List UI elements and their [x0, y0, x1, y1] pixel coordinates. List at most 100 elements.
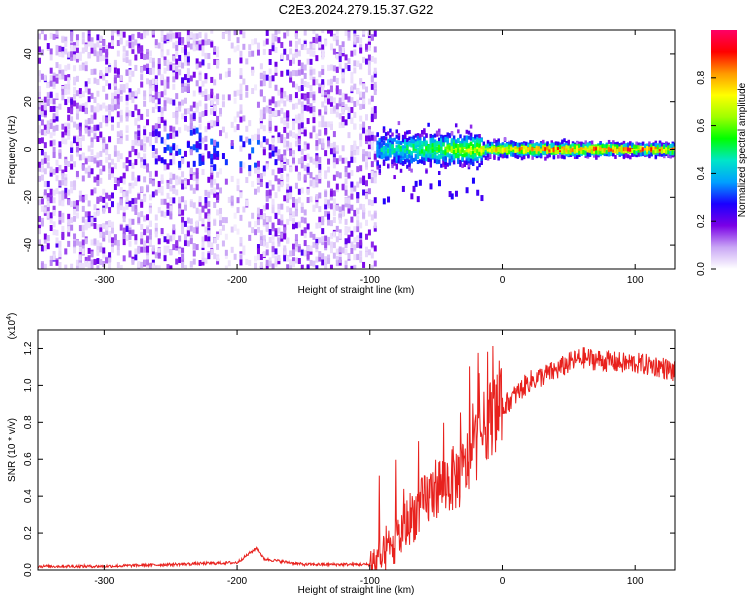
heatmap-cell	[457, 160, 460, 165]
heatmap-cell	[210, 166, 214, 173]
heatmap-cell	[592, 153, 596, 158]
heatmap-cell	[277, 37, 281, 44]
heatmap-cell	[280, 158, 284, 165]
heatmap-cell	[52, 205, 56, 212]
heatmap-cell	[105, 93, 109, 100]
heatmap-cell	[163, 100, 167, 107]
heatmap-cell	[67, 160, 71, 167]
heatmap-cell	[268, 152, 272, 159]
heatmap-cell	[294, 140, 298, 147]
heatmap-cell	[73, 233, 77, 240]
heatmap-cell	[239, 237, 243, 244]
heatmap-cell	[110, 40, 114, 47]
heatmap-cell	[425, 147, 428, 152]
heatmap-cell	[78, 247, 82, 254]
heatmap-cell	[423, 157, 426, 162]
heatmap-cell	[467, 135, 471, 140]
heatmap-cell	[429, 154, 432, 159]
heatmap-cell	[189, 218, 193, 225]
heatmap-cell	[271, 207, 275, 214]
heatmap-cell	[344, 260, 348, 267]
heatmap-cell	[578, 148, 581, 153]
heatmap-cell	[230, 195, 234, 202]
heatmap-cell	[359, 140, 363, 147]
heatmap-cell	[280, 107, 284, 114]
heatmap-cell	[113, 184, 117, 191]
heatmap-cell	[423, 130, 426, 135]
heatmap-cell	[227, 35, 231, 42]
heatmap-cell	[227, 30, 231, 37]
heatmap-cell	[283, 91, 287, 98]
heatmap-cell	[362, 155, 366, 162]
heatmap-cell	[119, 204, 123, 211]
heatmap-cell	[423, 149, 426, 154]
heatmap-cell	[452, 142, 456, 147]
heatmap-cell	[102, 165, 106, 172]
heatmap-cell	[183, 220, 187, 227]
heatmap-cell	[658, 143, 662, 148]
heatmap-cell	[289, 250, 293, 257]
heatmap-cell	[216, 46, 220, 53]
heatmap-cell	[364, 193, 368, 200]
heatmap-cell	[239, 116, 243, 123]
heatmap-cell	[478, 149, 481, 154]
heatmap-cell	[93, 133, 97, 140]
heatmap-cell	[356, 235, 360, 242]
heatmap-cell	[224, 132, 228, 139]
heatmap-cell	[102, 102, 106, 109]
heatmap-cell	[614, 146, 617, 151]
heatmap-cell	[478, 136, 481, 141]
heatmap-cell	[67, 77, 71, 84]
heatmap-cell	[283, 227, 287, 234]
heatmap-cell	[195, 58, 199, 65]
heatmap-cell	[122, 52, 126, 59]
heatmap-cell	[463, 153, 466, 158]
heatmap-cell	[183, 180, 187, 187]
heatmap-cell	[67, 226, 71, 233]
heatmap-cell	[204, 34, 208, 41]
heatmap-cell	[186, 56, 190, 63]
heatmap-cell	[650, 147, 653, 152]
heatmap-cell	[201, 259, 205, 266]
heatmap-cell	[344, 185, 348, 192]
heatmap-cell	[128, 233, 132, 240]
heatmap-cell	[488, 141, 492, 146]
heatmap-cell	[151, 245, 155, 252]
heatmap-cell	[146, 265, 150, 269]
heatmap-cell	[201, 241, 205, 248]
heatmap-cell	[286, 122, 290, 129]
heatmap-cell	[239, 104, 243, 111]
heatmap-cell	[204, 257, 208, 264]
heatmap-cell	[376, 162, 379, 167]
heatmap-cell	[522, 145, 526, 150]
heatmap-cell	[420, 159, 424, 164]
heatmap-cell	[116, 30, 120, 35]
heatmap-cell	[186, 179, 190, 186]
heatmap-cell	[181, 247, 185, 254]
heatmap-cell	[539, 153, 543, 158]
heatmap-cell	[586, 152, 590, 157]
heatmap-cell	[201, 158, 205, 165]
heatmap-cell	[148, 132, 152, 139]
heatmap-cell	[469, 158, 473, 163]
heatmap-cell	[90, 37, 94, 44]
heatmap-cell	[84, 65, 88, 72]
heatmap-cell	[43, 207, 47, 214]
heatmap-cell	[46, 193, 50, 200]
heatmap-cell	[401, 160, 405, 165]
heatmap-cell	[482, 148, 486, 153]
heatmap-cell	[393, 137, 396, 142]
heatmap-cell	[309, 248, 313, 255]
heatmap-cell	[224, 30, 228, 34]
heatmap-cell	[87, 211, 91, 218]
heatmap-cell	[590, 150, 594, 155]
heatmap-cell	[442, 138, 445, 143]
heatmap-cell	[192, 90, 196, 97]
heatmap-cell	[335, 260, 339, 267]
heatmap-cell	[122, 172, 126, 179]
heatmap-cell	[99, 50, 103, 57]
heatmap-cell	[338, 206, 342, 213]
heatmap-cell	[356, 197, 360, 204]
heatmap-cell	[110, 116, 114, 123]
heatmap-cell	[484, 144, 488, 149]
